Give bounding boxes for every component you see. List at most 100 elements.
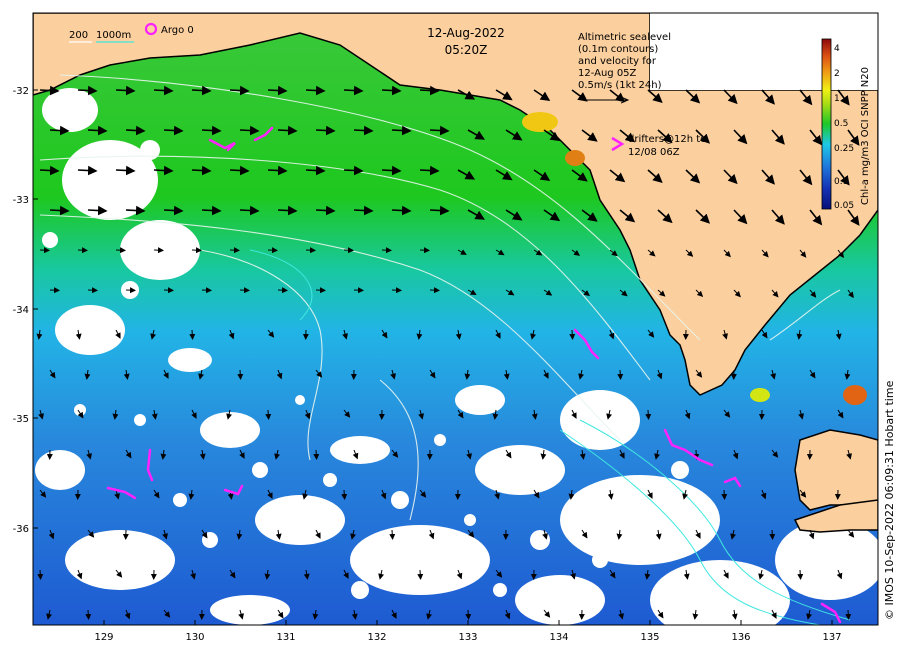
x-tick-label: 131 bbox=[276, 632, 295, 643]
velocity-arrow bbox=[457, 169, 476, 180]
velocity-arrow bbox=[226, 409, 233, 420]
velocity-arrow bbox=[456, 569, 463, 580]
velocity-arrow bbox=[86, 449, 92, 460]
velocity-arrow bbox=[505, 449, 512, 459]
velocity-arrow bbox=[722, 329, 728, 340]
velocity-arrow bbox=[49, 205, 70, 216]
velocity-arrow bbox=[723, 169, 738, 185]
velocity-arrow bbox=[39, 85, 60, 96]
velocity-arrow bbox=[267, 165, 288, 176]
velocity-arrow bbox=[455, 329, 462, 340]
land-fleurieu bbox=[793, 499, 878, 533]
velocity-arrow bbox=[343, 409, 351, 418]
drifters-note-line: 12/08 06Z bbox=[628, 147, 680, 158]
argo-legend: Argo 0 bbox=[144, 22, 194, 36]
colorbar-title: Chl-a mg/m3 OCI SNPP N20 bbox=[860, 67, 871, 205]
velocity-arrow bbox=[305, 165, 326, 176]
colorbar-tick-label: 2 bbox=[834, 69, 840, 79]
x-tick-label: 135 bbox=[640, 632, 659, 643]
velocity-arrow bbox=[647, 329, 655, 338]
velocity-arrow bbox=[115, 329, 121, 339]
velocity-arrow bbox=[771, 609, 777, 619]
velocity-arrow bbox=[847, 529, 855, 538]
velocity-arrow bbox=[239, 205, 260, 216]
velocity-arrow bbox=[657, 609, 664, 619]
velocity-arrow bbox=[419, 489, 427, 498]
velocity-arrow bbox=[723, 569, 729, 579]
sealevel-note: Altimetric sealevel (0.1m contours) and … bbox=[578, 32, 671, 100]
velocity-arrow bbox=[695, 289, 704, 298]
velocity-arrow bbox=[495, 169, 513, 181]
velocity-arrow bbox=[609, 569, 616, 579]
colorbar-tick-label: 0.1 bbox=[834, 177, 848, 187]
velocity-arrow bbox=[542, 529, 548, 540]
velocity-arrow bbox=[761, 89, 775, 105]
velocity-arrow bbox=[351, 609, 358, 620]
velocity-arrow bbox=[381, 85, 402, 96]
velocity-arrow bbox=[809, 129, 823, 146]
velocity-arrow bbox=[163, 369, 169, 379]
plot-frame bbox=[32, 12, 879, 626]
cloud-speckle bbox=[42, 140, 689, 599]
sealevel-note-line: (0.1m contours) bbox=[578, 44, 658, 55]
velocity-arrow bbox=[578, 369, 585, 380]
velocity-arrow bbox=[809, 289, 817, 298]
y-tick-label: -35 bbox=[13, 414, 29, 425]
velocity-arrow bbox=[540, 449, 547, 460]
velocity-arrow bbox=[199, 449, 206, 460]
annotation-panel-bg bbox=[650, 13, 878, 90]
velocity-arrow bbox=[657, 129, 673, 144]
velocity-arrow bbox=[315, 529, 321, 539]
sealevel-note-line: and velocity for bbox=[578, 56, 657, 67]
velocity-arrow bbox=[341, 489, 348, 500]
velocity-arrow bbox=[769, 529, 776, 540]
x-tick-label: 134 bbox=[549, 632, 568, 643]
velocity-arrow bbox=[504, 609, 511, 620]
velocity-arrow bbox=[619, 289, 628, 297]
velocity-arrow bbox=[837, 409, 844, 419]
velocity-arrow bbox=[315, 205, 336, 216]
velocity-arrow bbox=[494, 489, 500, 500]
velocity-arrow bbox=[77, 409, 84, 419]
velocity-arrow bbox=[533, 249, 543, 256]
velocity-arrow bbox=[115, 165, 136, 176]
velocity-arrow bbox=[606, 409, 613, 420]
velocity-arrow bbox=[153, 165, 174, 176]
velocity-arrow bbox=[38, 409, 44, 420]
velocity-arrow bbox=[682, 489, 689, 500]
velocity-arrow bbox=[771, 209, 785, 225]
velocity-arrow bbox=[391, 125, 412, 136]
y-axis: -32 -33 -34 -35 -36 bbox=[13, 86, 38, 535]
velocity-arrow bbox=[267, 329, 275, 338]
velocity-arrow bbox=[733, 209, 748, 225]
velocity-arrow bbox=[609, 169, 626, 183]
velocity-arrow bbox=[115, 85, 136, 96]
sealevel-contours bbox=[39, 74, 841, 521]
velocity-arrow bbox=[495, 329, 501, 339]
velocity-arrow bbox=[581, 209, 598, 222]
velocity-arrow bbox=[836, 569, 843, 580]
drifter-marker-icon bbox=[611, 136, 625, 152]
x-tick-label: 133 bbox=[458, 632, 477, 643]
velocity-arrow bbox=[125, 125, 146, 136]
velocity-arrow bbox=[505, 129, 523, 141]
velocity-arrow bbox=[417, 569, 424, 580]
velocity-arrow bbox=[191, 409, 197, 419]
velocity-arrow bbox=[190, 569, 196, 580]
velocity-arrow bbox=[571, 169, 588, 182]
velocity-arrow bbox=[303, 569, 310, 580]
velocity-arrow bbox=[163, 609, 171, 618]
velocity-arrow bbox=[647, 169, 663, 183]
velocity-arrow bbox=[533, 89, 551, 101]
velocity-arrow bbox=[276, 369, 283, 380]
velocity-arrow bbox=[806, 609, 813, 620]
velocity-arrow bbox=[87, 125, 108, 136]
velocity-arrow bbox=[647, 489, 653, 499]
velocity-arrow bbox=[761, 249, 769, 258]
velocity-arrow bbox=[616, 529, 623, 540]
velocity-arrow bbox=[114, 489, 120, 500]
velocity-arrow bbox=[721, 489, 728, 500]
velocity-arrow bbox=[571, 409, 577, 419]
velocity-arrow bbox=[467, 529, 475, 538]
velocity-arrow bbox=[761, 169, 775, 185]
